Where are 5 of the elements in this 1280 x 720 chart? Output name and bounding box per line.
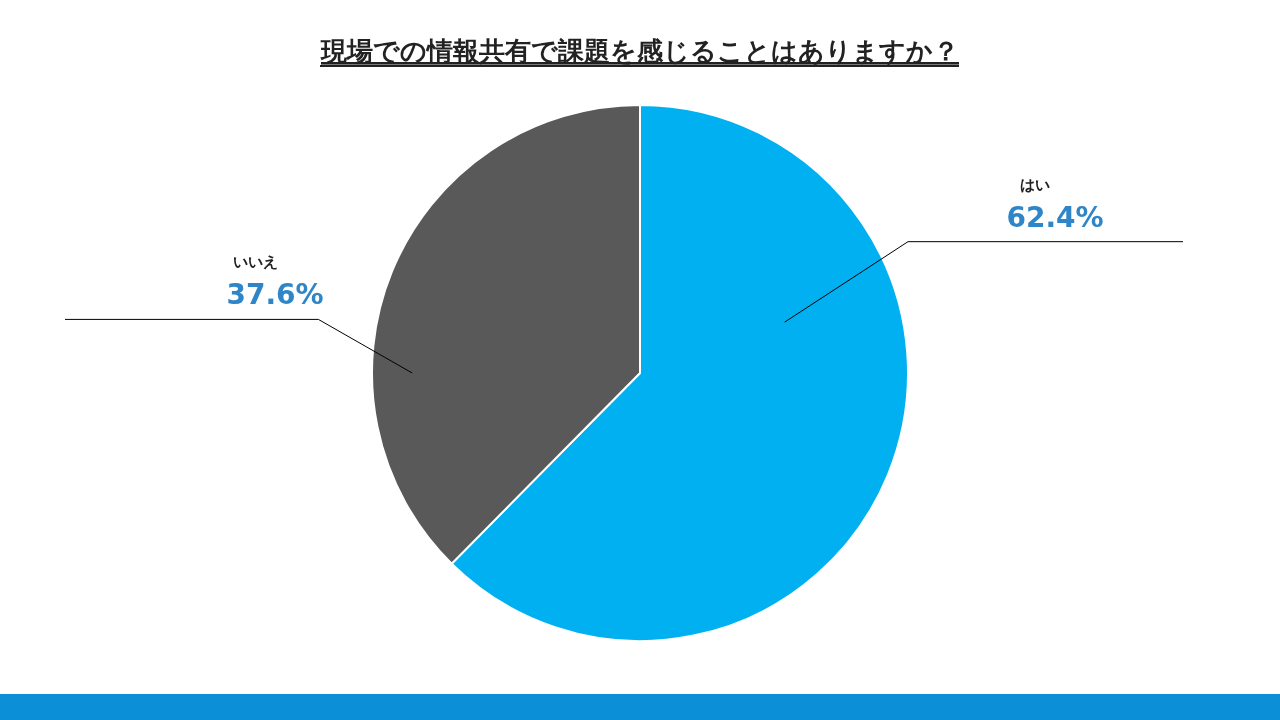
data-label: 37.6% bbox=[226, 278, 324, 312]
slice-label: いいえ bbox=[232, 253, 278, 272]
slice-label: はい bbox=[1020, 175, 1050, 194]
data-label: 62.4% bbox=[1006, 200, 1104, 234]
chart-title: 現場での情報共有で課題を感じることはありますか？ bbox=[320, 36, 959, 66]
